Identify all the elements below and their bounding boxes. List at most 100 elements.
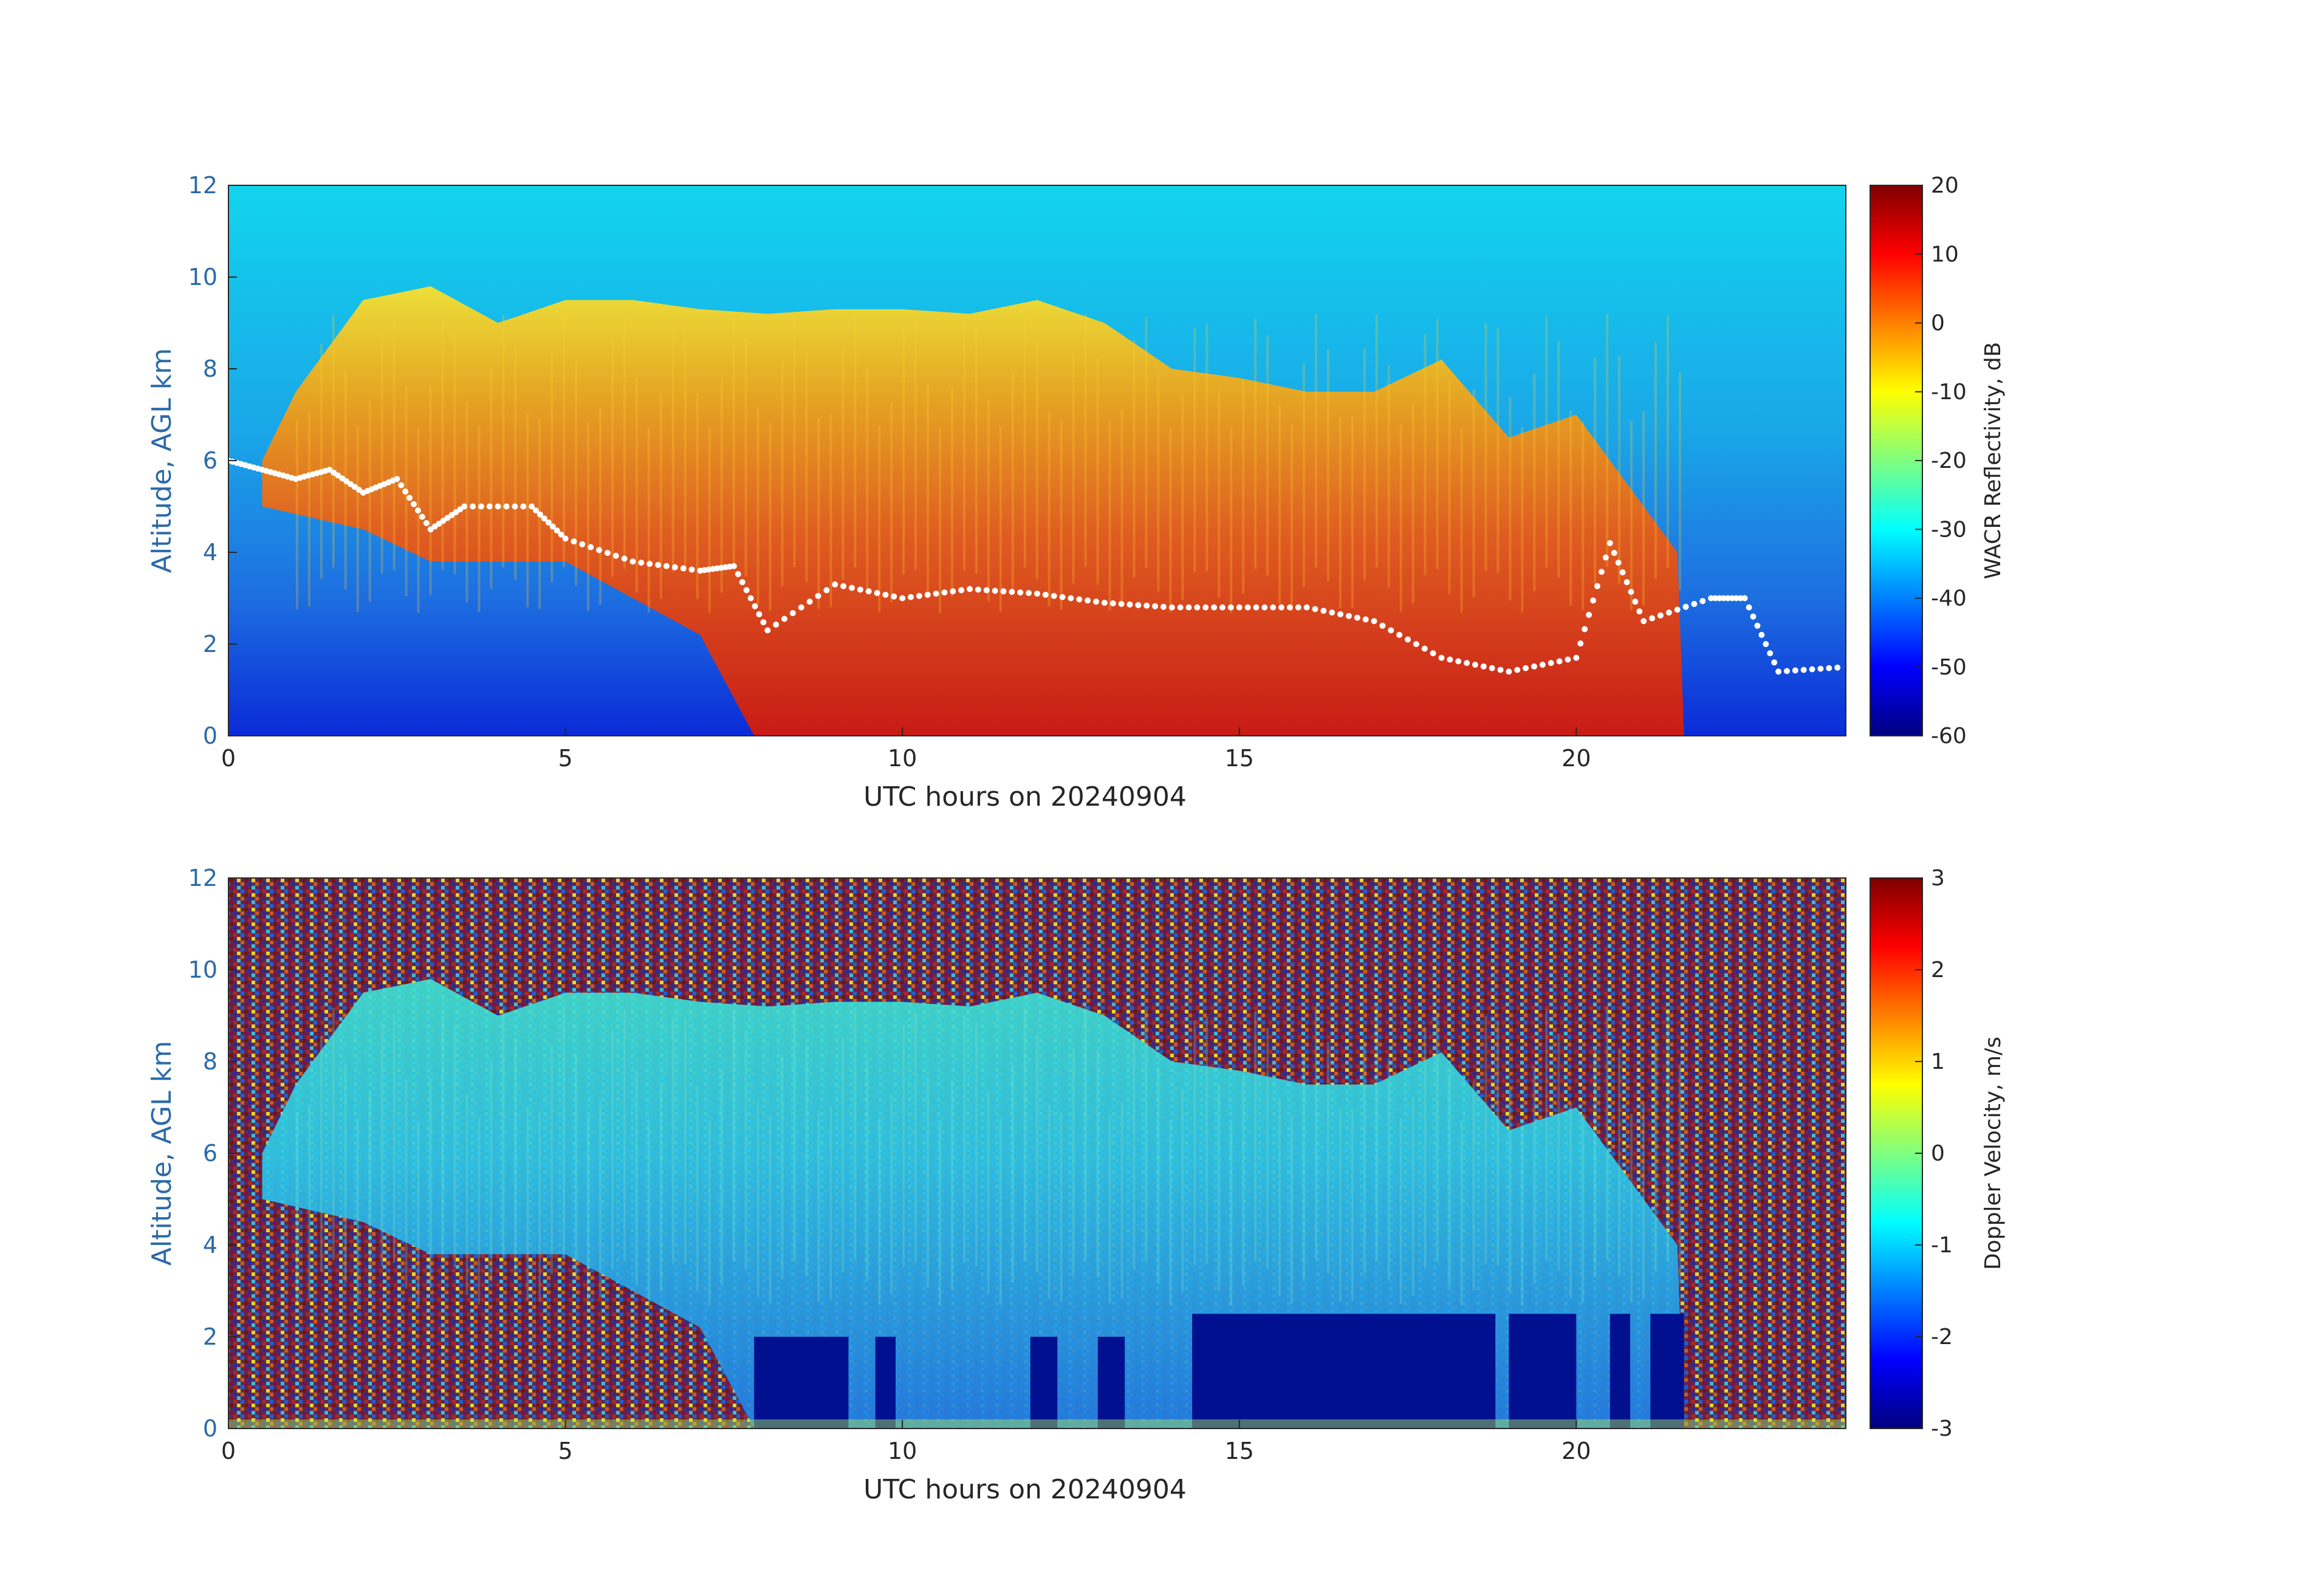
cloud-streak [805,351,808,583]
trace-dot [558,531,564,538]
trace-dot [1817,665,1824,672]
y-tick-label: 12 [188,172,218,199]
colorbar-tick-label: 0 [1931,311,1945,336]
cloud-streak [1569,410,1572,606]
trace-dot [1211,604,1218,611]
trace-dot [798,604,804,611]
cloud-streak [1460,1120,1463,1306]
cloud-streak [1630,420,1633,610]
cloud-streak [1278,405,1281,604]
cloud-streak [1326,1041,1329,1274]
trace-dot [958,587,965,594]
cloud-streak [1460,428,1463,613]
trace-dot [411,501,417,507]
trace-dot [1577,640,1584,647]
trace-dot [1085,597,1091,604]
cloud-streak [405,1079,408,1289]
cloud-streak [1606,1006,1609,1260]
colorbar-tick-label: -3 [1931,1416,1953,1441]
trace-dot [1708,595,1715,602]
y-tick-label: 6 [203,447,218,474]
cloud-streak [429,1077,432,1288]
cloud-streak [1618,355,1621,584]
trace-dot [680,565,687,572]
cloud-streak [1399,425,1402,612]
trace-dot [806,599,813,605]
cloud-streak [575,361,578,586]
cloud-streak [344,1063,347,1283]
colorbar: 3 2 1 0 -1 -2 -3 Doppler Velocity, m/s [1870,866,2006,1441]
trace-dot [1413,641,1419,647]
cloud-streak [744,337,747,577]
trace-dot [663,563,670,569]
cloud-streak [1230,1120,1233,1306]
cloud-streak [1351,416,1354,608]
trace-dot [646,560,653,567]
y-tick-label: 6 [203,1140,218,1167]
trace-dot [874,590,880,597]
trace-dot [394,476,400,482]
cloud-streak [1678,372,1681,591]
y-tick-label: 8 [203,1048,218,1075]
cloud-streak [939,1121,942,1306]
cloud-streak [417,1121,420,1306]
cloud-streak [1521,427,1524,612]
trace-dot [1194,604,1201,611]
trace-dot [486,503,493,510]
y-axis-title: Altitude, AGL km [146,1041,177,1266]
cloud-streak [1594,1050,1597,1277]
cloud-streak [307,1105,310,1300]
cloud-streak [1266,1027,1269,1269]
cloud-streak [1218,1083,1221,1291]
trace-dot [1750,613,1757,620]
trace-dot [1354,614,1360,621]
trace-dot [735,571,741,577]
trace-dot [461,503,468,510]
trace-dot [1590,597,1597,604]
trace-dot [764,627,771,634]
surface-band [228,1419,1846,1429]
trace-dot [1109,600,1116,606]
cloud-streak [902,1024,905,1267]
rain-column [754,1337,849,1429]
cloud-streak [951,1080,954,1289]
cloud-streak [1436,319,1439,569]
cloud-streak [307,413,310,607]
cloud-streak [696,393,699,599]
cloud-streak [902,332,905,575]
cloud-streak [1339,417,1342,609]
trace-dot [1649,615,1656,622]
cloud-streak [1678,1065,1681,1283]
cloud-streak [465,402,468,603]
cloud-streak [987,399,990,602]
cloud-streak [453,1024,456,1267]
cloud-streak [1096,1051,1099,1278]
cloud-streak [1047,1105,1051,1300]
colorbar-tick-label: 10 [1931,242,1959,267]
trace-dot [1539,661,1546,668]
cloud-streak [1084,1006,1087,1260]
cloud-streak [1448,381,1451,594]
trace-dot [1219,604,1226,611]
cloud-streak [1205,324,1208,571]
trace-dot [1430,650,1436,657]
trace-dot [1286,604,1293,611]
cloud-streak [671,326,674,572]
cloud-streak [623,1010,626,1261]
cloud-streak [732,1010,735,1261]
trace-dot [1531,663,1538,670]
cloud-streak [708,428,711,613]
cloud-streak [295,420,298,610]
trace-dot [815,592,821,599]
cloud-streak [1484,1016,1487,1264]
trace-dot [671,564,678,571]
colorbar-tick-label: 1 [1931,1049,1945,1074]
cloud-streak [599,1100,602,1297]
trace-dot [899,595,906,602]
cloud-streak [1533,373,1536,591]
cloud-streak [453,332,456,575]
cloud-streak [1035,343,1038,579]
cloud-streak [1120,410,1123,606]
cloud-streak [380,1023,383,1267]
cloud-streak [1108,1114,1111,1303]
